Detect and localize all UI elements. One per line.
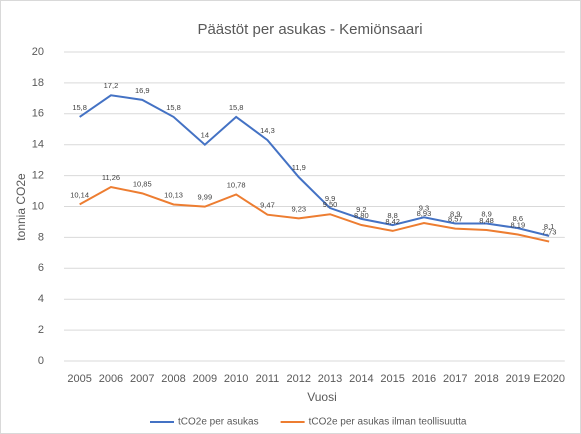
legend-label: tCO2e per asukas [178,417,259,428]
data-label: 8,80 [354,211,369,220]
data-label: 8,48 [479,216,494,225]
data-label: 8,19 [511,220,526,229]
data-label: 9,2 [356,205,366,214]
data-label: 8,42 [385,217,400,226]
x-tick-label: 2005 [67,373,91,385]
x-tick-label: 2010 [224,373,248,385]
data-label: 10,14 [70,190,89,199]
data-label: 8,8 [387,211,397,220]
data-label: 16,9 [135,86,150,95]
data-label: 9,9 [325,194,335,203]
data-label: 8,93 [417,209,432,218]
y-tick-label: 6 [38,262,44,274]
x-tick-label: 2019 [506,373,530,385]
series-line [79,185,550,243]
data-label: 17,2 [104,81,119,90]
data-label: 11,9 [292,163,306,172]
y-tick-label: 8 [38,231,44,243]
x-tick-label: 2018 [474,373,498,385]
data-label: 7,73 [542,228,557,237]
data-label: 9,50 [323,200,338,209]
x-tick-label: 2015 [380,373,404,385]
data-label: 11,26 [102,173,120,182]
x-tick-label: 2016 [412,373,436,385]
x-tick-label: 2014 [349,373,373,385]
legend-label: tCO2e per asukas ilman teollisuutta [309,417,467,428]
x-tick-label: 2007 [130,373,154,385]
y-tick-label: 16 [32,108,44,120]
data-label: 10,13 [164,190,183,199]
data-label: 15,8 [72,103,87,112]
y-tick-label: 2 [38,324,44,336]
x-tick-label: 2008 [161,373,185,385]
data-label: 8,57 [448,215,463,224]
data-label: 8,9 [481,209,491,218]
data-label: 15,8 [166,103,181,112]
data-label: 10,78 [227,180,246,189]
y-tick-label: 18 [32,77,44,89]
data-label: 9,99 [198,193,213,202]
y-tick-label: 12 [32,170,44,182]
y-tick-label: 10 [32,200,44,212]
y-tick-label: 0 [38,355,44,367]
data-label: 14 [201,131,209,140]
x-tick-label: 2012 [287,373,311,385]
y-tick-label: 4 [38,293,44,305]
y-tick-label: 20 [32,46,44,58]
data-label: 9,3 [419,203,429,212]
x-tick-label: E2020 [533,373,565,385]
data-label: 10,85 [133,179,152,188]
data-label: 9,23 [291,204,306,213]
x-axis-label: Vuosi [307,390,337,404]
x-tick-label: 2009 [193,373,217,385]
x-tick-label: 2013 [318,373,342,385]
series-line [79,94,550,237]
data-label: 15,8 [229,103,244,112]
y-tick-label: 14 [32,139,44,151]
data-label: 8,1 [544,222,554,231]
data-label: 8,6 [513,214,523,223]
data-label: 9,47 [260,201,275,210]
x-tick-label: 2017 [443,373,467,385]
x-tick-label: 2011 [256,373,280,385]
data-label: 14,3 [260,126,275,135]
data-label: 8,9 [450,209,460,218]
y-axis-label: tonnia CO2e [14,173,28,241]
x-tick-label: 2006 [99,373,123,385]
chart-title: Päästöt per asukas - Kemiönsaari [197,21,422,38]
